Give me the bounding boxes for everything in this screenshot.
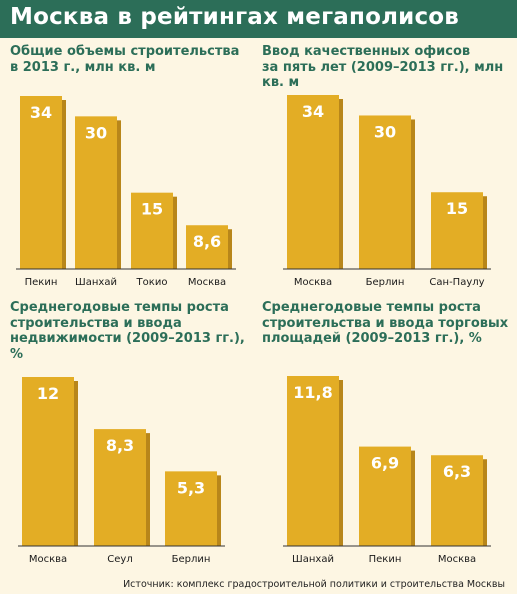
chart-title: Ввод качественных офисов за пять лет (20… [262, 44, 504, 90]
bar-shadow [62, 100, 66, 269]
category-label: Сеул [107, 554, 132, 565]
bar [359, 115, 411, 270]
chart-title: Среднегодовые темпы роста строительства … [10, 300, 245, 362]
chart-panel-real-estate-growth: Среднегодовые темпы роста строительства … [10, 300, 255, 572]
data-label: 15 [141, 200, 163, 219]
bar-shadow [228, 229, 232, 269]
bar-chart: 12 Москва 8,3 Сеул 5,3 Берлин [18, 377, 225, 565]
bar-chart: 11,8 Шанхай 6,9 Пекин 6,3 Москва [283, 376, 491, 565]
category-label: Сан-Паулу [429, 277, 484, 288]
category-label: Москва [29, 554, 67, 565]
data-label: 34 [30, 103, 52, 122]
bar [287, 95, 339, 269]
category-label: Москва [294, 277, 332, 288]
bar [75, 116, 117, 270]
data-label: 11,8 [293, 383, 332, 402]
bar-chart: 34 Москва 30 Берлин 15 Сан-Паулу [283, 95, 491, 288]
data-label: 15 [446, 199, 468, 218]
category-label: Берлин [172, 554, 211, 565]
data-label: 34 [302, 102, 324, 121]
bar-shadow [339, 380, 343, 546]
category-label: Берлин [366, 277, 405, 288]
bar-shadow [74, 381, 78, 546]
bar-shadow [483, 459, 487, 546]
bar-chart: 34 Пекин 30 Шанхай 15 Токио 8,6 Москва [16, 96, 236, 288]
bar [165, 471, 217, 546]
data-label: 6,9 [371, 454, 399, 473]
category-label: Шанхай [292, 554, 334, 565]
bar-shadow [411, 119, 415, 270]
bar [22, 377, 74, 546]
data-label: 8,3 [106, 436, 134, 455]
bar-shadow [339, 99, 343, 269]
chart-panel-retail-growth: Среднегодовые темпы роста строительства … [262, 300, 512, 572]
data-label: 8,6 [193, 232, 221, 251]
category-label: Шанхай [75, 277, 117, 288]
bar-shadow [117, 120, 121, 270]
bar [431, 455, 483, 546]
page-title: Москва в рейтингах мегаполисов [10, 4, 460, 30]
header-bar: Москва в рейтингах мегаполисов [0, 0, 517, 38]
source-note: Источник: комплекс градостроительной пол… [123, 579, 505, 590]
category-label: Пекин [369, 554, 402, 565]
bar [359, 446, 411, 546]
category-label: Москва [438, 554, 476, 565]
chart-panel-office-delivery: Ввод качественных офисов за пять лет (20… [262, 44, 512, 294]
bar [131, 192, 173, 269]
bar-shadow [483, 196, 487, 269]
data-label: 30 [85, 123, 107, 142]
bar [20, 96, 62, 269]
chart-title: Общие объемы строительства в 2013 г., мл… [10, 44, 240, 75]
bar [94, 429, 146, 546]
data-label: 6,3 [443, 462, 471, 481]
category-label: Пекин [25, 277, 58, 288]
category-label: Москва [188, 277, 226, 288]
bar-shadow [173, 196, 177, 269]
bar-shadow [411, 450, 415, 546]
data-label: 12 [37, 384, 59, 403]
chart-title: Среднегодовые темпы роста строительства … [262, 300, 509, 346]
bar [431, 192, 483, 269]
data-label: 5,3 [177, 478, 205, 497]
bar [287, 376, 339, 546]
chart-panel-construction-volume: Общие объемы строительства в 2013 г., мл… [10, 44, 255, 294]
category-label: Токио [136, 277, 168, 288]
bar-shadow [146, 433, 150, 546]
bar-shadow [217, 475, 221, 546]
data-label: 30 [374, 122, 396, 141]
bar [186, 225, 228, 269]
